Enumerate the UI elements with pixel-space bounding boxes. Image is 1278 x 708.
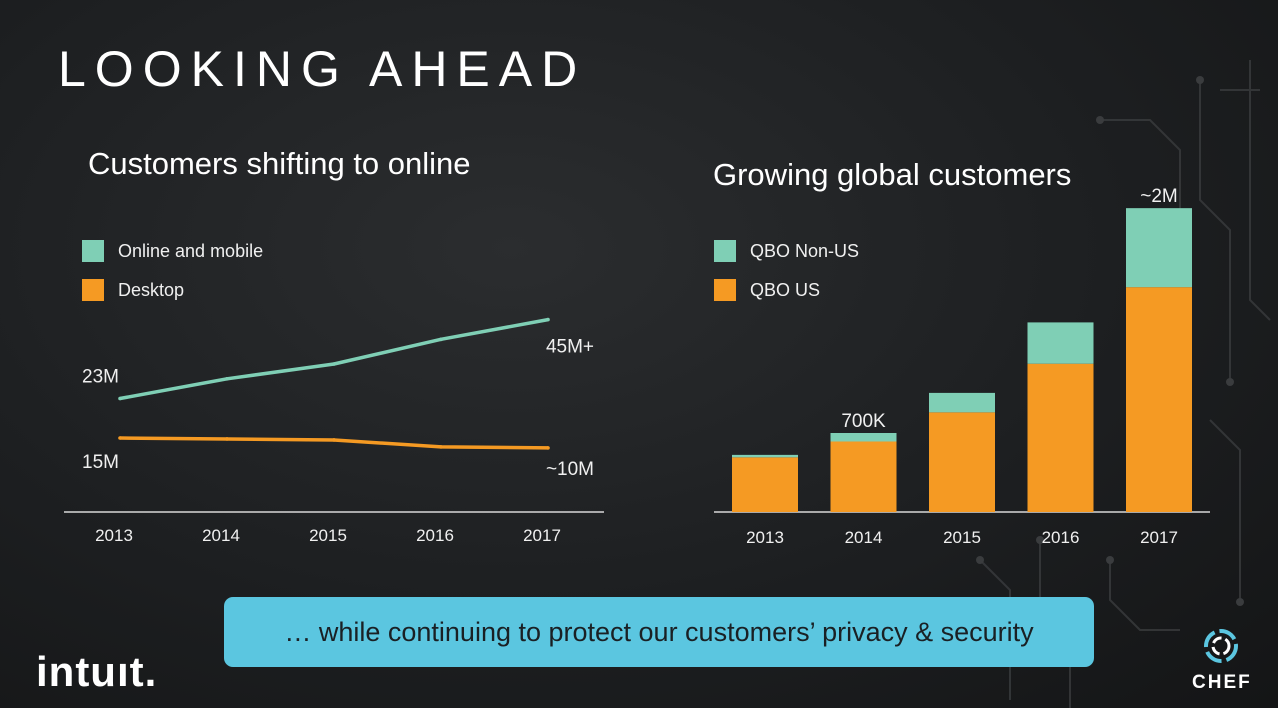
bar-segment-qbo-non-us: [732, 454, 798, 458]
chef-logo-text: CHEF: [1192, 672, 1252, 693]
data-label: 23M: [82, 367, 119, 388]
x-tick-label: 2014: [845, 528, 883, 547]
legend-label: Online and mobile: [118, 240, 264, 261]
x-tick-label: 2014: [202, 526, 240, 545]
legend-label: QBO US: [750, 279, 821, 300]
left-chart-title: Customers shifting to online: [88, 146, 471, 181]
left-chart-legend: Online and mobile Desktop: [82, 240, 263, 318]
bar-segment-qbo-non-us: [1126, 208, 1192, 288]
bar-segment-qbo-us: [929, 412, 995, 512]
right-chart-legend: QBO Non-US QBO US: [714, 240, 859, 318]
legend-item-qbo-non-us: QBO Non-US: [714, 240, 859, 262]
x-tick-label: 2013: [95, 526, 133, 545]
data-label: ~10M: [546, 459, 594, 480]
legend-swatch-orange: [82, 279, 104, 301]
message-banner: … while continuing to protect our custom…: [224, 597, 1094, 667]
bar-segment-qbo-non-us: [929, 392, 995, 413]
x-tick-label: 2015: [943, 528, 981, 547]
bar-segment-qbo-us: [1027, 363, 1094, 512]
data-point: [225, 377, 229, 381]
data-point: [225, 437, 229, 441]
data-label: 45M+: [546, 337, 594, 358]
x-tick-label: 2013: [746, 528, 784, 547]
data-point: [118, 396, 122, 401]
data-point: [118, 436, 122, 440]
chef-logo-icon: [1204, 629, 1238, 663]
slide-title: LOOKING AHEAD: [58, 41, 587, 97]
data-point: [332, 438, 336, 442]
data-point: [439, 445, 443, 449]
x-tick-label: 2016: [416, 526, 454, 545]
data-label: 700K: [841, 411, 886, 432]
right-chart-title: Growing global customers: [713, 157, 1072, 192]
legend-item-qbo-us: QBO US: [714, 279, 859, 301]
legend-swatch-orange: [714, 279, 736, 301]
legend-label: Desktop: [118, 279, 185, 300]
legend-item-online-mobile: Online and mobile: [82, 240, 263, 262]
bar-segment-qbo-non-us: [1027, 322, 1094, 364]
legend-label: QBO Non-US: [750, 240, 860, 261]
legend-item-desktop: Desktop: [82, 279, 263, 301]
data-point: [439, 337, 443, 342]
x-tick-label: 2017: [523, 526, 561, 545]
data-point: [546, 446, 550, 450]
x-tick-label: 2016: [1042, 528, 1080, 547]
bar-segment-qbo-us: [732, 457, 798, 512]
legend-swatch-teal: [714, 240, 736, 262]
bar-segment-qbo-us: [1126, 287, 1192, 512]
bar-segment-qbo-us: [830, 441, 897, 512]
data-point: [332, 362, 336, 366]
x-tick-label: 2017: [1140, 528, 1178, 547]
intuit-logo: intuıt.: [36, 648, 158, 695]
legend-swatch-teal: [82, 240, 104, 262]
x-tick-label: 2015: [309, 526, 347, 545]
data-label: 15M: [82, 452, 119, 473]
data-label: ~2M: [1140, 186, 1178, 207]
bar-segment-qbo-non-us: [830, 433, 897, 442]
data-point: [546, 317, 550, 322]
banner-text: … while continuing to protect our custom…: [284, 616, 1034, 647]
